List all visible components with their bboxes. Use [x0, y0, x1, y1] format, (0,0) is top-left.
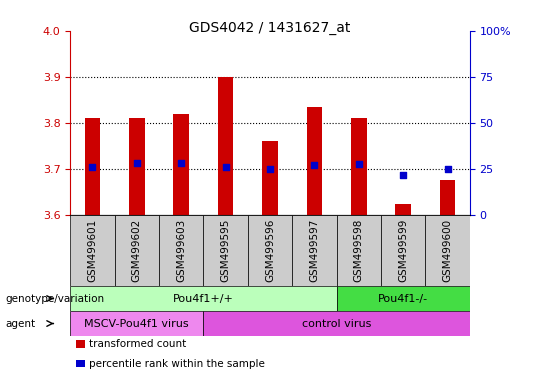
Text: GSM499596: GSM499596	[265, 219, 275, 282]
Bar	[248, 215, 292, 286]
Bar	[262, 141, 278, 215]
Point	[132, 161, 141, 167]
Text: transformed count: transformed count	[89, 339, 186, 349]
Bar	[336, 286, 470, 311]
Text: GSM499600: GSM499600	[443, 219, 453, 282]
Bar	[159, 215, 204, 286]
Bar	[292, 215, 336, 286]
Point	[221, 164, 230, 170]
Bar	[114, 215, 159, 286]
Bar	[395, 204, 411, 215]
Bar	[70, 311, 204, 336]
Text: GDS4042 / 1431627_at: GDS4042 / 1431627_at	[190, 21, 350, 35]
Bar	[351, 118, 367, 215]
Point	[88, 164, 97, 170]
Text: Pou4f1-/-: Pou4f1-/-	[378, 293, 428, 304]
Bar	[307, 107, 322, 215]
Bar	[173, 114, 189, 215]
Point	[310, 162, 319, 168]
Text: genotype/variation: genotype/variation	[5, 293, 105, 304]
Bar	[70, 215, 114, 286]
Text: Pou4f1+/+: Pou4f1+/+	[173, 293, 234, 304]
Point	[266, 166, 274, 172]
Point	[177, 161, 186, 167]
Text: GSM499602: GSM499602	[132, 219, 142, 282]
Bar	[218, 77, 233, 215]
Text: agent: agent	[5, 318, 36, 329]
Point	[354, 161, 363, 167]
Text: GSM499597: GSM499597	[309, 219, 319, 282]
Bar	[336, 215, 381, 286]
Bar	[204, 311, 470, 336]
Text: MSCV-Pou4f1 virus: MSCV-Pou4f1 virus	[84, 318, 189, 329]
Bar	[204, 215, 248, 286]
Text: GSM499601: GSM499601	[87, 219, 97, 282]
Text: GSM499599: GSM499599	[398, 219, 408, 282]
Text: GSM499595: GSM499595	[221, 219, 231, 282]
Text: GSM499603: GSM499603	[176, 219, 186, 282]
Bar	[381, 215, 426, 286]
Text: percentile rank within the sample: percentile rank within the sample	[89, 359, 265, 369]
Bar	[129, 118, 145, 215]
Bar	[70, 286, 336, 311]
Point	[443, 166, 452, 172]
Bar	[426, 215, 470, 286]
Bar	[440, 180, 455, 215]
Bar	[85, 118, 100, 215]
Text: GSM499598: GSM499598	[354, 219, 364, 282]
Point	[399, 172, 408, 179]
Text: control virus: control virus	[302, 318, 372, 329]
